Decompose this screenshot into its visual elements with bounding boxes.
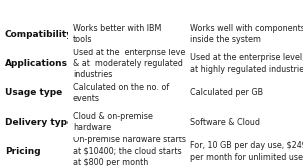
Text: On-premise hardware starts
at $10400; the cloud starts
at $800 per month: On-premise hardware starts at $10400; th… — [73, 135, 186, 166]
Text: Software & Cloud: Software & Cloud — [190, 118, 261, 127]
Text: Applications: Applications — [5, 59, 68, 68]
Text: Pricing: Pricing — [5, 147, 40, 156]
Text: QRadar: QRadar — [107, 5, 147, 15]
Text: Usage type: Usage type — [5, 88, 62, 97]
Text: Delivery type: Delivery type — [5, 118, 73, 127]
Text: Used at the enterprise level, &
at highly regulated industries: Used at the enterprise level, & at highl… — [190, 53, 303, 74]
Text: Compatibility: Compatibility — [5, 30, 73, 39]
Text: Calculated per GB: Calculated per GB — [190, 88, 264, 97]
Text: Used at the  enterprise level
& at  moderately regulated
industries: Used at the enterprise level & at modera… — [73, 48, 188, 80]
Text: Cloud & on-premise
hardware: Cloud & on-premise hardware — [73, 112, 153, 132]
Text: For, 10 GB per day use, $24900
per month for unlimited users.: For, 10 GB per day use, $24900 per month… — [190, 141, 303, 162]
Text: Calculated on the no. of
events: Calculated on the no. of events — [73, 83, 169, 103]
Text: Works well with components
inside the system: Works well with components inside the sy… — [190, 24, 303, 44]
Text: Works better with IBM
tools: Works better with IBM tools — [73, 24, 161, 44]
Text: Splunk: Splunk — [225, 5, 264, 15]
Text: Parameters: Parameters — [2, 5, 66, 15]
